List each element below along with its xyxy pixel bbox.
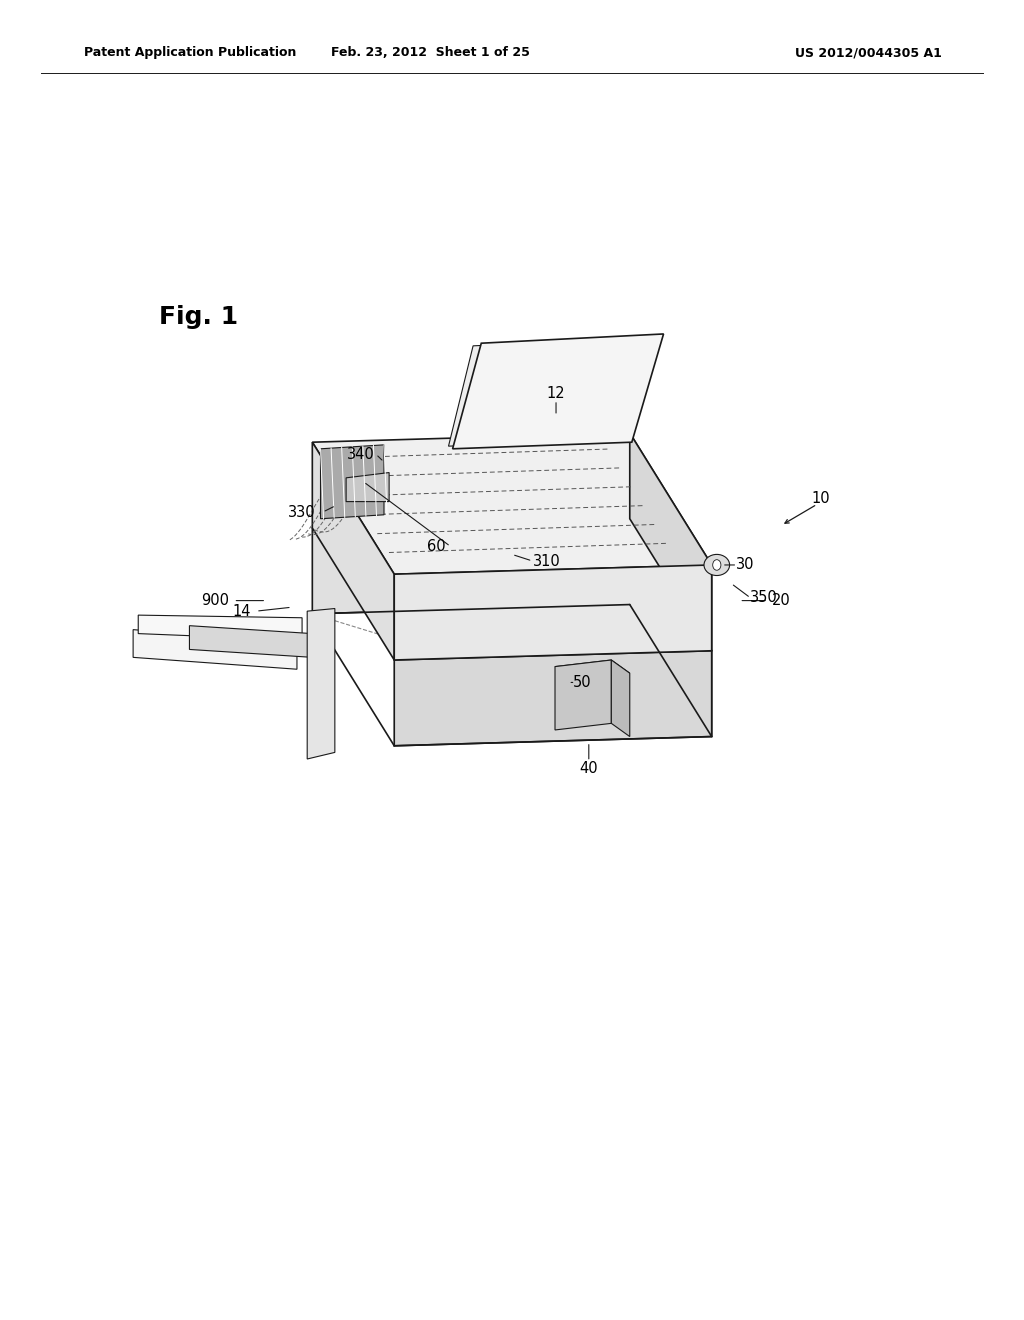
Text: 40: 40 [580, 760, 598, 776]
Polygon shape [555, 660, 611, 730]
Text: 14: 14 [232, 603, 251, 619]
Text: 60: 60 [427, 539, 445, 554]
Polygon shape [611, 660, 630, 737]
Text: 900: 900 [201, 593, 229, 609]
Polygon shape [312, 519, 630, 614]
Text: 30: 30 [736, 557, 755, 573]
Ellipse shape [705, 554, 729, 576]
Text: 10: 10 [812, 491, 830, 507]
Polygon shape [321, 445, 384, 519]
Polygon shape [630, 519, 712, 737]
Polygon shape [312, 433, 712, 574]
Polygon shape [555, 660, 630, 680]
Polygon shape [394, 565, 712, 660]
Text: 310: 310 [532, 553, 561, 569]
Text: 20: 20 [772, 593, 791, 609]
Polygon shape [312, 442, 394, 660]
Polygon shape [449, 338, 649, 446]
Text: 330: 330 [289, 504, 315, 520]
Text: US 2012/0044305 A1: US 2012/0044305 A1 [796, 46, 942, 59]
Text: 350: 350 [750, 590, 778, 606]
Polygon shape [630, 433, 712, 651]
Text: 12: 12 [547, 385, 565, 401]
Polygon shape [394, 651, 712, 746]
Text: 50: 50 [572, 675, 591, 690]
Text: 340: 340 [346, 446, 375, 462]
Polygon shape [138, 615, 302, 640]
Circle shape [713, 560, 721, 570]
Text: Patent Application Publication: Patent Application Publication [84, 46, 296, 59]
Polygon shape [346, 473, 389, 502]
Text: Feb. 23, 2012  Sheet 1 of 25: Feb. 23, 2012 Sheet 1 of 25 [331, 46, 529, 59]
Text: Fig. 1: Fig. 1 [159, 305, 238, 329]
Polygon shape [133, 630, 297, 669]
Polygon shape [453, 334, 664, 449]
Polygon shape [307, 609, 335, 759]
Polygon shape [189, 626, 312, 657]
